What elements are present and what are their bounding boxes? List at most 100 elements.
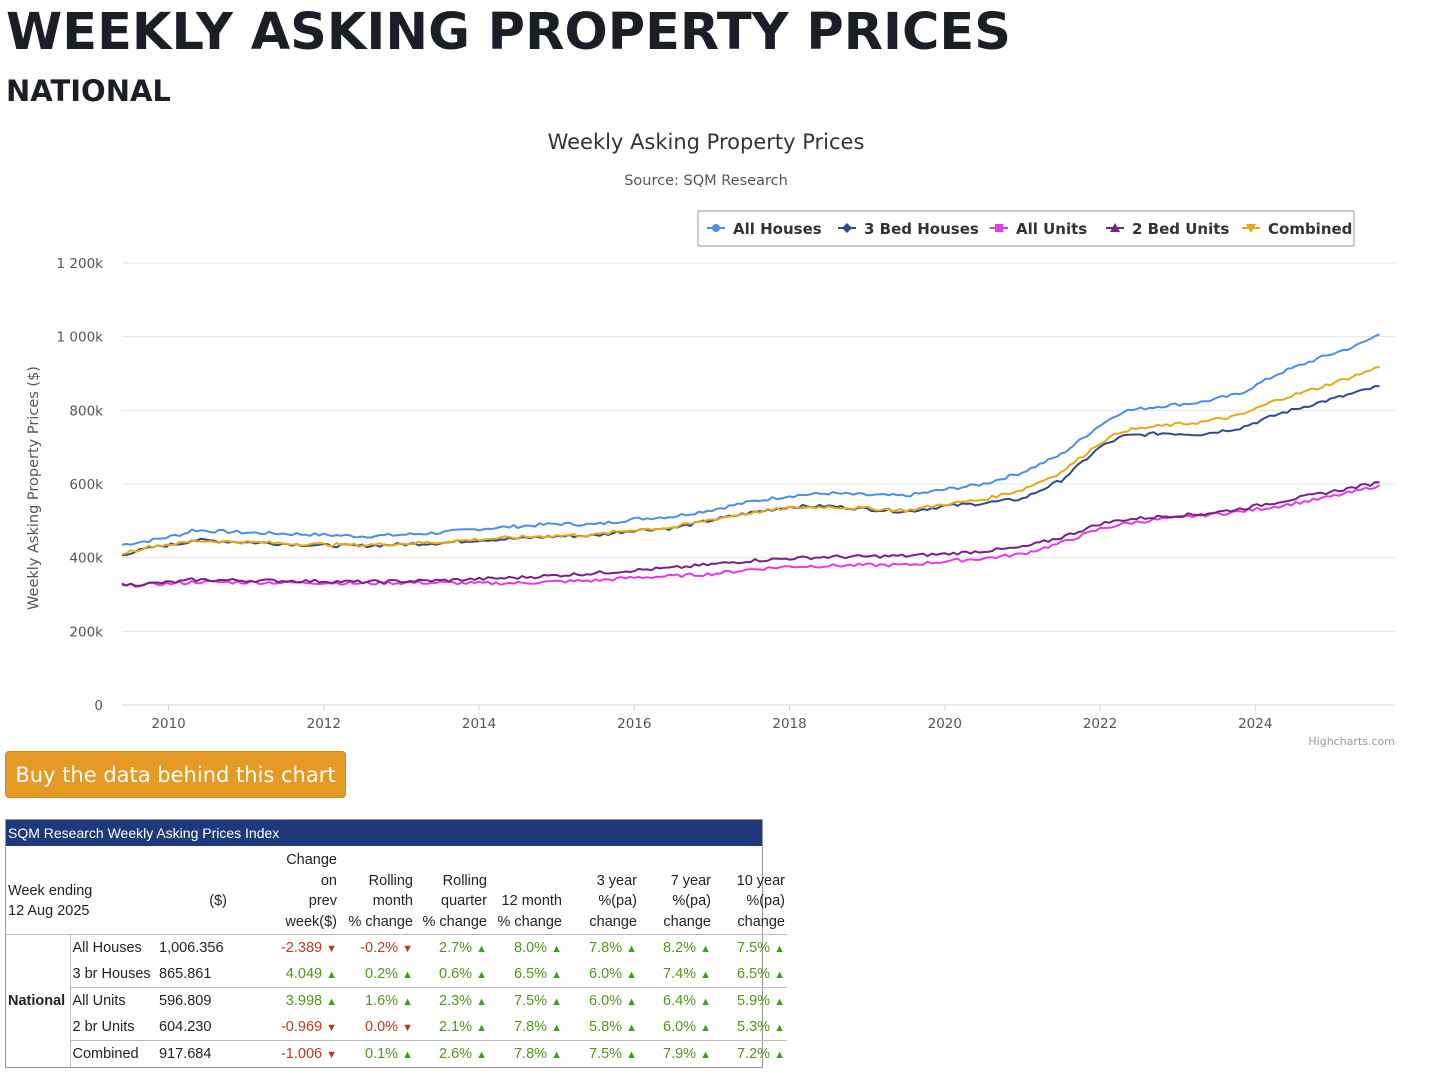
rolling-quarter-change: 2.1% ▲ xyxy=(415,1014,489,1041)
table-header-row: Week ending 12 Aug 2025 ($) Change on pr… xyxy=(6,846,787,935)
header-rm-l3: % change xyxy=(348,913,414,930)
header-rolling-month: Rolling month % change xyxy=(339,846,415,935)
arrow-up-icon: ▲ xyxy=(774,996,785,1008)
x-tick-label: 2018 xyxy=(772,716,806,732)
change-prev-week: 4.049 ▲ xyxy=(249,961,339,988)
arrow-up-icon: ▲ xyxy=(774,969,785,981)
arrow-up-icon: ▲ xyxy=(700,943,711,955)
y-tick-label: 200k xyxy=(69,624,103,640)
rolling-quarter-change-value: 2.7% xyxy=(439,940,473,956)
header-change-l1: Change xyxy=(286,852,337,868)
table-row: All Units 596.809 3.998 ▲ 1.6% ▲ 2.3% ▲ 7.5% … xyxy=(6,987,787,1014)
change-prev-week: -2.389 ▼ xyxy=(249,934,339,961)
legend-item-combined[interactable]: Combined xyxy=(1242,220,1352,238)
header-3y-l2: %(pa) xyxy=(598,893,637,909)
y-axis-ticks: 0 200k 400k 600k 800k 1 000k 1 200k xyxy=(57,256,104,714)
legend-item-all-units[interactable]: All Units xyxy=(990,220,1087,238)
property-type: All Units xyxy=(70,987,157,1014)
seven-year-change: 7.9% ▲ xyxy=(639,1040,713,1067)
arrow-up-icon: ▲ xyxy=(402,996,413,1008)
series-lines xyxy=(121,333,1381,588)
table-row: 3 br Houses 865.861 4.049 ▲ 0.2% ▲ 0.6% ▲ 6.5… xyxy=(6,961,787,988)
legend-item-all-houses[interactable]: All Houses xyxy=(707,220,822,238)
arrow-up-icon: ▲ xyxy=(700,969,711,981)
rolling-quarter-change: 2.3% ▲ xyxy=(415,987,489,1014)
rolling-month-change-value: 0.2% xyxy=(365,966,399,982)
series-line-all-houses[interactable] xyxy=(121,333,1380,546)
chart-title: Weekly Asking Property Prices xyxy=(548,130,865,154)
table-row: Combined 917.684 -1.006 ▼ 0.1% ▲ 2.6% ▲ 7.8% … xyxy=(6,1040,787,1067)
ten-year-change-value: 7.5% xyxy=(737,940,771,956)
header-7y-l3: change xyxy=(663,913,711,930)
arrow-up-icon: ▲ xyxy=(626,969,637,981)
seven-year-change: 8.2% ▲ xyxy=(639,934,713,961)
twelve-month-change-value: 6.5% xyxy=(514,966,548,982)
three-year-change-value: 7.5% xyxy=(589,1046,623,1062)
arrow-up-icon: ▲ xyxy=(626,1022,637,1034)
ten-year-change-value: 6.5% xyxy=(737,966,771,982)
header-week-line1: Week ending xyxy=(8,882,93,899)
arrow-up-icon: ▲ xyxy=(626,996,637,1008)
index-value: 604.230 xyxy=(159,1019,212,1035)
twelve-month-change: 7.5% ▲ xyxy=(489,987,564,1014)
ten-year-change-value: 5.3% xyxy=(737,1019,771,1035)
legend-box xyxy=(697,210,1355,247)
rolling-month-change-value: 0.1% xyxy=(365,1046,399,1062)
x-tick-label: 2014 xyxy=(462,716,496,732)
x-tick-label: 2022 xyxy=(1083,716,1117,732)
seven-year-change-value: 6.0% xyxy=(663,1019,697,1035)
rolling-month-change: -0.2% ▼ xyxy=(339,934,415,961)
index-value: 1,006.356 xyxy=(157,934,249,961)
page-subtitle: NATIONAL xyxy=(6,74,171,108)
seven-year-change: 6.0% ▲ xyxy=(639,1014,713,1041)
index-value: 596.809 xyxy=(157,987,249,1014)
arrow-down-icon: ▼ xyxy=(326,1049,337,1061)
header-7y-l1: 7 year xyxy=(670,872,711,889)
rolling-quarter-change-value: 0.6% xyxy=(439,966,473,982)
ten-year-change: 5.3% ▲ xyxy=(713,1014,787,1041)
header-7-year: 7 year %(pa) change xyxy=(639,846,713,935)
region-cell: National xyxy=(6,934,71,1067)
rolling-month-change: 0.0% ▼ xyxy=(339,1014,415,1041)
rolling-month-change: 0.1% ▲ xyxy=(339,1040,415,1067)
y-tick-label: 1 000k xyxy=(57,330,104,346)
twelve-month-change: 6.5% ▲ xyxy=(489,961,564,988)
rolling-quarter-change-value: 2.3% xyxy=(439,993,473,1009)
header-7y-l2: %(pa) xyxy=(672,893,711,909)
header-rq-l2: quarter xyxy=(441,893,487,909)
twelve-month-change-value: 7.8% xyxy=(514,1046,548,1062)
x-tick-label: 2020 xyxy=(928,716,962,732)
twelve-month-change-value: 7.8% xyxy=(514,1019,548,1035)
twelve-month-change-value: 8.0% xyxy=(514,940,548,956)
series-line-combined[interactable] xyxy=(121,366,1380,556)
buy-data-button[interactable]: Buy the data behind this chart xyxy=(5,751,346,798)
header-10y-l3: change xyxy=(737,913,785,930)
legend: All Houses 3 Bed Houses All Units 2 Bed Uni… xyxy=(707,220,1352,238)
property-type: Combined xyxy=(70,1040,157,1067)
header-12-month: 12 month % change xyxy=(489,846,564,935)
arrow-up-icon: ▲ xyxy=(402,969,413,981)
header-rolling-quarter: Rolling quarter % change xyxy=(415,846,489,935)
arrow-up-icon: ▲ xyxy=(700,1049,711,1061)
series-line-2-bed-units[interactable] xyxy=(121,481,1380,587)
rolling-quarter-change: 0.6% ▲ xyxy=(415,961,489,988)
header-week: Week ending 12 Aug 2025 xyxy=(6,846,157,935)
seven-year-change: 6.4% ▲ xyxy=(639,987,713,1014)
legend-item-3-bed-houses[interactable]: 3 Bed Houses xyxy=(838,220,979,238)
three-year-change: 5.8% ▲ xyxy=(564,1014,639,1041)
arrow-up-icon: ▲ xyxy=(700,996,711,1008)
y-tick-label: 400k xyxy=(69,551,103,567)
change-prev-week-value: 3.998 xyxy=(285,993,323,1009)
three-year-change-value: 6.0% xyxy=(589,966,623,982)
chart-credits[interactable]: Highcharts.com xyxy=(1308,735,1395,748)
arrow-down-icon: ▼ xyxy=(326,943,337,955)
property-type: 2 br Units xyxy=(72,1019,135,1035)
ten-year-change: 6.5% ▲ xyxy=(713,961,787,988)
table-row: National All Houses 1,006.356 -2.389 ▼ -0.2%… xyxy=(6,934,787,1067)
header-10y-l1: 10 year xyxy=(736,872,785,889)
series-line-3-bed-houses[interactable] xyxy=(121,385,1380,557)
y-tick-label: 0 xyxy=(94,698,103,714)
header-12m-l2: % change xyxy=(497,913,563,930)
header-12m-l1: 12 month xyxy=(501,893,562,909)
legend-item-2-bed-units[interactable]: 2 Bed Units xyxy=(1106,220,1229,238)
